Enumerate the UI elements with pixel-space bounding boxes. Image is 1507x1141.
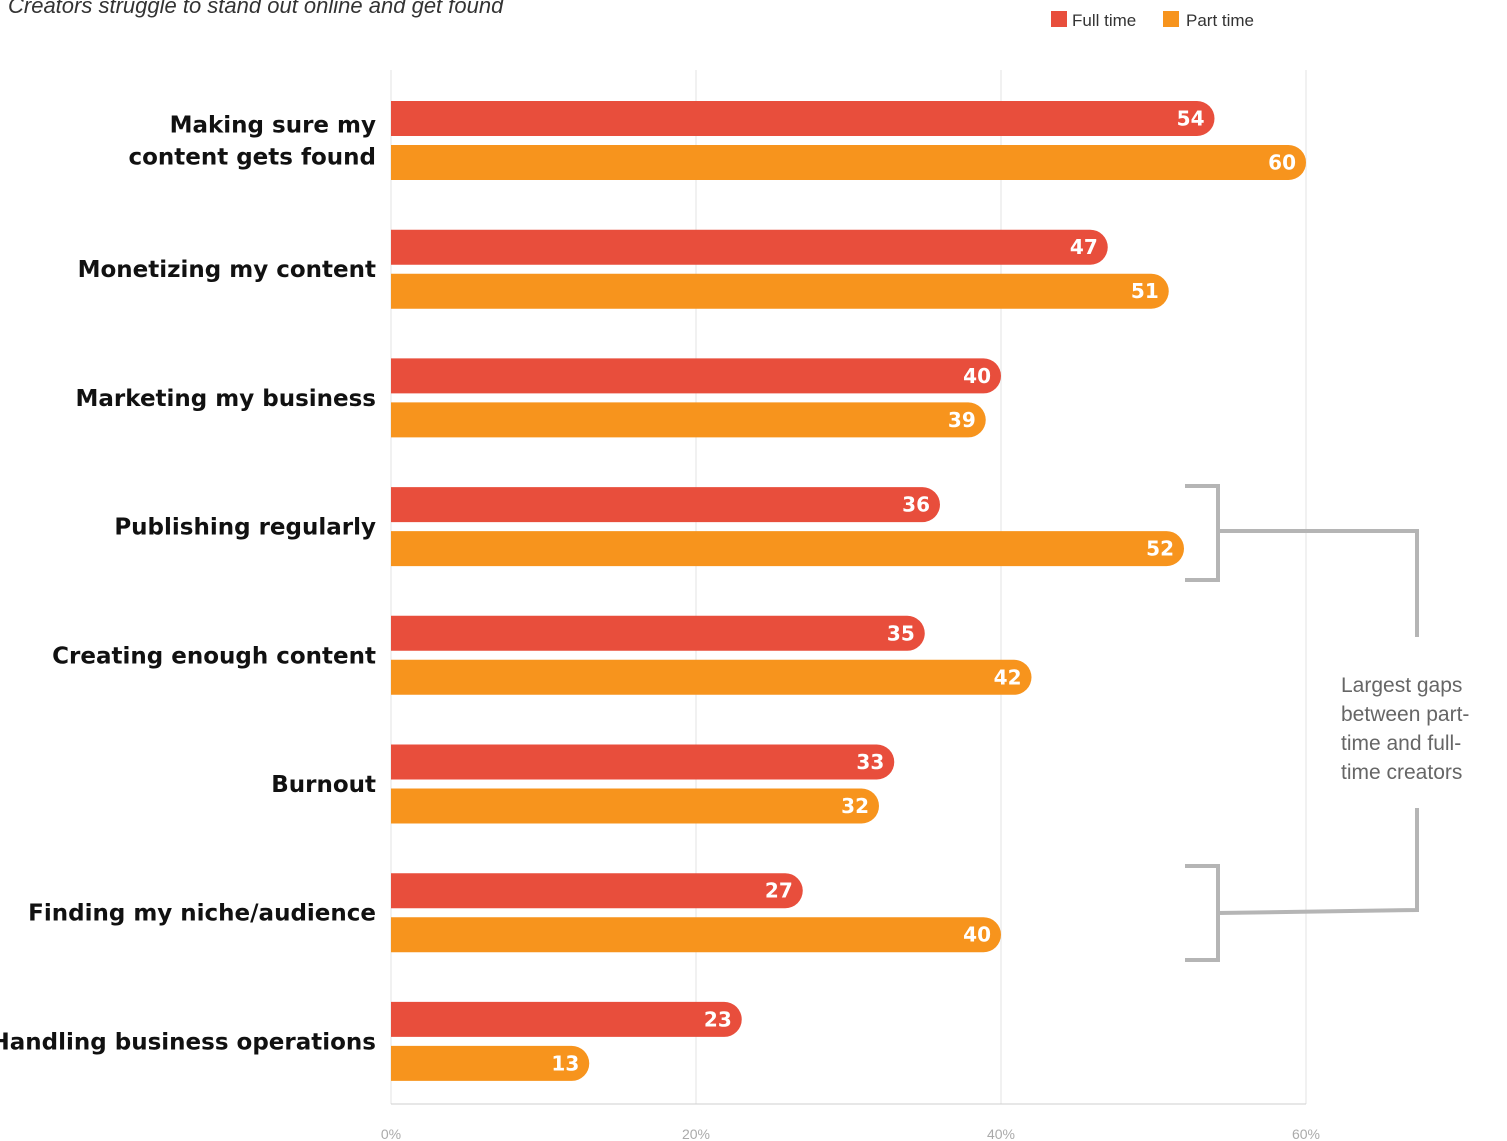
x-tick-label: 20% (682, 1126, 710, 1141)
bracket-connector-bottom (1217, 808, 1419, 915)
category-label-marketing-my-business: Marketing my business (76, 386, 376, 412)
legend: Full time Part time (1051, 11, 1254, 30)
bar-part-time-publishing-regularly (391, 531, 1184, 567)
x-tick-label: 0% (381, 1126, 401, 1141)
category-label-handling-business-operations: Handling business operations (0, 1029, 376, 1055)
bars: 54 60 47 51 40 39 36 52 35 42 33 32 27 40 23 13 (391, 101, 1306, 1081)
value-label-part-time-marketing-my-business: 39 (948, 408, 976, 432)
value-label-full-time-creating-enough-content: 35 (887, 621, 915, 645)
bracket-connector-top (1218, 529, 1419, 637)
bar-part-time-making-sure-my-content-gets-found (391, 145, 1306, 180)
bar-full-time-making-sure-my-content-gets-found (391, 101, 1215, 136)
bar-part-time-burnout (391, 788, 879, 824)
category-label-burnout: Burnout (271, 772, 376, 798)
category-label-finding-my-niche-audience: Finding my niche/audience (28, 901, 376, 927)
bar-full-time-handling-business-operations (391, 1001, 742, 1037)
bar-part-time-creating-enough-content (391, 659, 1032, 695)
bar-part-time-finding-my-niche-audience (391, 917, 1001, 953)
value-label-part-time-making-sure-my-content-gets-found: 60 (1268, 151, 1296, 175)
legend-label-part-time: Part time (1186, 11, 1254, 30)
bar-full-time-creating-enough-content (391, 615, 925, 651)
chart-subtitle: Creators struggle to stand out online an… (8, 0, 504, 18)
x-tick-label: 60% (1292, 1126, 1320, 1141)
legend-swatch-full-time (1051, 11, 1067, 27)
category-label-monetizing-my-content: Monetizing my content (78, 257, 376, 283)
bar-full-time-monetizing-my-content (391, 229, 1108, 265)
value-label-part-time-burnout: 32 (841, 794, 869, 818)
category-label-publishing-regularly: Publishing regularly (114, 515, 376, 541)
value-label-full-time-handling-business-operations: 23 (704, 1007, 732, 1031)
value-label-full-time-burnout: 33 (856, 750, 884, 774)
bar-part-time-marketing-my-business (391, 402, 986, 438)
legend-swatch-part-time (1163, 11, 1179, 27)
value-label-part-time-creating-enough-content: 42 (994, 665, 1022, 689)
bar-full-time-finding-my-niche-audience (391, 873, 803, 909)
value-label-part-time-publishing-regularly: 52 (1146, 537, 1174, 561)
category-labels: Making sure my content gets found Monetizi… (0, 113, 376, 1056)
category-label-creating-enough-content: Creating enough content (52, 643, 376, 669)
value-label-part-time-monetizing-my-content: 51 (1131, 279, 1159, 303)
value-label-full-time-publishing-regularly: 36 (902, 493, 930, 517)
value-label-full-time-finding-my-niche-audience: 27 (765, 879, 793, 903)
value-label-full-time-making-sure-my-content-gets-found: 54 (1177, 107, 1205, 131)
bar-part-time-handling-business-operations (391, 1045, 590, 1081)
legend-label-full-time: Full time (1072, 11, 1136, 30)
bracket-publishing (1185, 484, 1220, 582)
annotation-line-3: time and full- (1341, 732, 1461, 755)
bar-part-time-monetizing-my-content (391, 273, 1169, 309)
value-label-part-time-finding-my-niche-audience: 40 (963, 923, 991, 947)
category-label-making-sure-my-content-gets-found: Making sure my content gets found (128, 113, 376, 171)
bar-full-time-marketing-my-business (391, 358, 1001, 394)
bracket-niche (1185, 864, 1220, 962)
annotation-line-2: between part- (1341, 703, 1469, 726)
x-tick-label: 40% (987, 1126, 1015, 1141)
annotation-line-1: Largest gaps (1341, 674, 1462, 697)
bar-full-time-burnout (391, 744, 895, 780)
gap-annotation: Largest gaps between part- time and full… (1185, 484, 1469, 962)
value-label-full-time-marketing-my-business: 40 (963, 364, 991, 388)
value-label-part-time-handling-business-operations: 13 (551, 1051, 579, 1075)
value-label-full-time-monetizing-my-content: 47 (1070, 235, 1098, 259)
bar-full-time-publishing-regularly (391, 487, 940, 523)
annotation-line-4: time creators (1341, 761, 1462, 784)
x-tick-labels: 0% 20% 40% 60% (381, 1126, 1320, 1141)
